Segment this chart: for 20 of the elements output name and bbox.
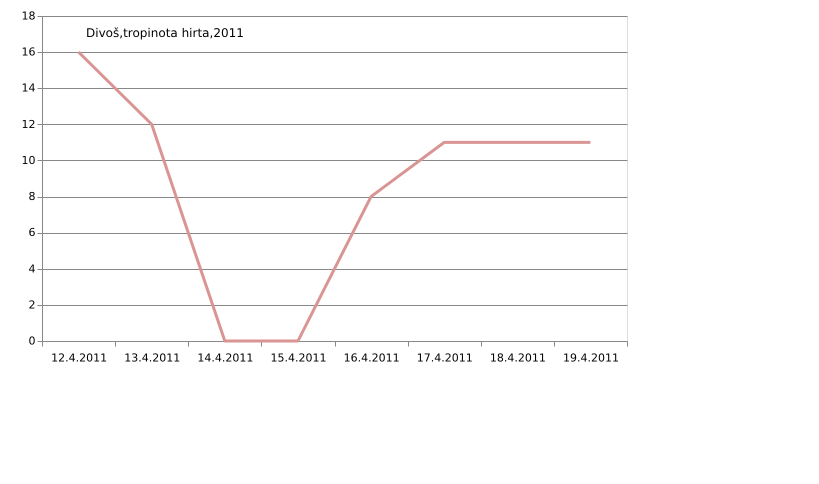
y-tick-label: 4 [28, 262, 36, 276]
x-tick-label: 17.4.2011 [416, 352, 473, 364]
x-tick-label: 14.4.2011 [197, 352, 254, 364]
x-tick-label: 16.4.2011 [344, 352, 400, 364]
x-tick-label: 19.4.2011 [562, 352, 619, 364]
y-tick-label: 6 [28, 226, 36, 240]
annotation: Divoš,tropinota hirta,2011 [86, 26, 244, 40]
y-tick-label: 16 [22, 46, 36, 59]
y-tick-label: 18 [22, 10, 36, 22]
y-tick-label: 14 [22, 82, 36, 95]
x-tick-label: 12.4.2011 [51, 352, 108, 364]
x-tick-label: 18.4.2011 [490, 352, 546, 364]
y-tick-label: 0 [28, 334, 36, 348]
x-tick-label: 13.4.2011 [124, 352, 180, 364]
line-series [77, 50, 592, 342]
y-tick-label: 10 [22, 154, 36, 167]
y-tick-label: 12 [22, 118, 36, 131]
x-tick-label: 15.4.2011 [270, 352, 326, 364]
y-tick-label: 8 [28, 190, 36, 204]
y-tick-label: 2 [28, 298, 36, 312]
